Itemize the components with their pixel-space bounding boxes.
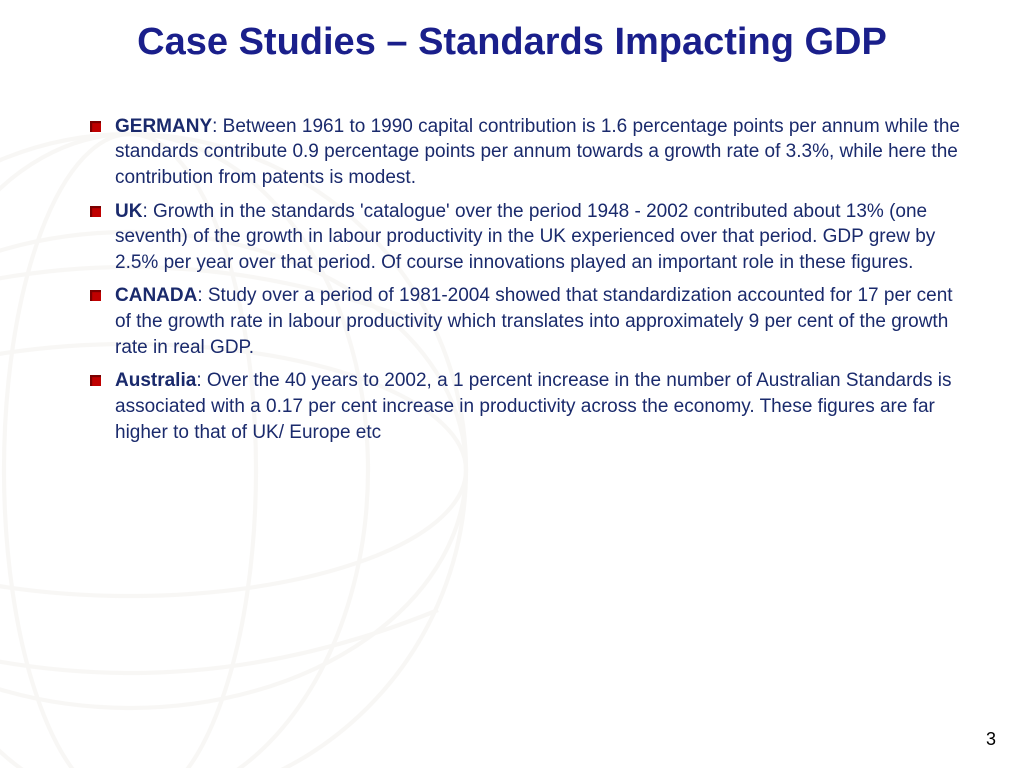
bullet-square-icon [90,121,101,132]
bullet-lead: CANADA [115,285,197,306]
bullet-text: CANADA: Study over a period of 1981-2004… [115,283,964,360]
bullet-text: UK: Growth in the standards 'catalogue' … [115,199,964,276]
bullet-text: Australia: Over the 40 years to 2002, a … [115,368,964,445]
slide-title: Case Studies – Standards Impacting GDP [50,20,974,66]
bullet-square-icon [90,290,101,301]
bullet-item: CANADA: Study over a period of 1981-2004… [90,283,964,360]
bullet-text: GERMANY: Between 1961 to 1990 capital co… [115,114,964,191]
page-number: 3 [986,729,996,750]
slide-container: Case Studies – Standards Impacting GDP G… [0,0,1024,768]
bullet-item: GERMANY: Between 1961 to 1990 capital co… [90,114,964,191]
bullet-lead: GERMANY [115,116,212,137]
bullet-square-icon [90,206,101,217]
bullet-lead: Australia [115,370,196,391]
bullet-rest: : Between 1961 to 1990 capital contribut… [115,116,960,188]
slide-body: GERMANY: Between 1961 to 1990 capital co… [50,114,974,446]
bullet-square-icon [90,375,101,386]
bullet-item: Australia: Over the 40 years to 2002, a … [90,368,964,445]
bullet-lead: UK [115,201,142,222]
bullet-item: UK: Growth in the standards 'catalogue' … [90,199,964,276]
bullet-rest: : Over the 40 years to 2002, a 1 percent… [115,370,951,442]
bullet-rest: : Growth in the standards 'catalogue' ov… [115,201,935,273]
bullet-rest: : Study over a period of 1981-2004 showe… [115,285,953,357]
